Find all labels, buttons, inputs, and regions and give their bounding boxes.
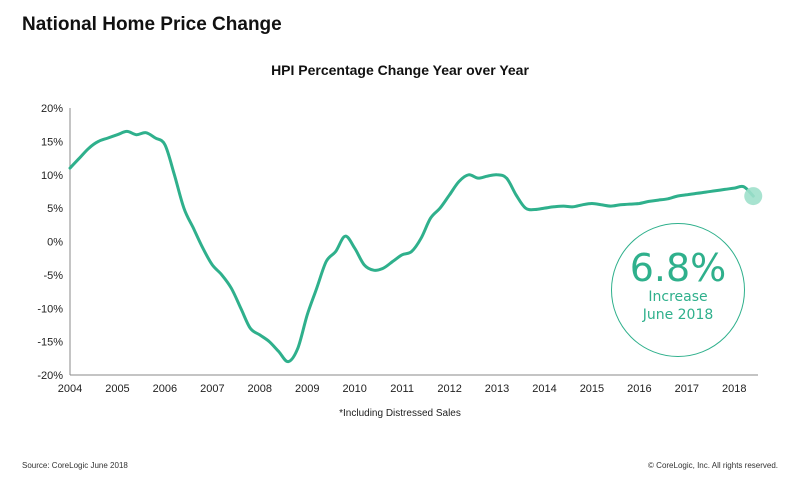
- y-tick-label: 15%: [41, 136, 63, 148]
- y-tick-label: -10%: [37, 303, 63, 315]
- callout-date: June 2018: [642, 307, 714, 323]
- x-tick-label: 2005: [105, 383, 129, 395]
- x-tick-label: 2009: [295, 383, 319, 395]
- x-tick-label: 2014: [532, 383, 556, 395]
- chart-title: HPI Percentage Change Year over Year: [271, 62, 529, 78]
- series-layer: [68, 129, 763, 364]
- y-tick-label: 0%: [47, 237, 63, 249]
- y-axis: 20% 15% 10% 5% 0% -5% -10% -15% -20%: [37, 103, 71, 382]
- x-tick-label: 2011: [390, 383, 414, 395]
- x-tick-label: 2015: [580, 383, 604, 395]
- y-tick-label: 5%: [47, 203, 63, 215]
- y-tick-label: 10%: [41, 170, 63, 182]
- x-tick-label: 2008: [248, 383, 272, 395]
- x-tick-label: 2013: [485, 383, 509, 395]
- chart-note: *Including Distressed Sales: [339, 408, 461, 419]
- x-tick-label: 2007: [200, 383, 224, 395]
- x-tick-label: 2012: [437, 383, 461, 395]
- y-tick-label: -20%: [37, 370, 63, 382]
- y-tick-label: 20%: [41, 103, 63, 115]
- source-credit: Source: CoreLogic June 2018: [22, 461, 128, 470]
- x-tick-label: 2016: [627, 383, 651, 395]
- copyright: © CoreLogic, Inc. All rights reserved.: [648, 461, 778, 470]
- x-tick-label: 2004: [58, 383, 82, 395]
- y-tick-label: -5%: [43, 270, 63, 282]
- y-tick-label: -15%: [37, 337, 63, 349]
- hpi-series-line: [68, 129, 755, 364]
- latest-change-callout: 6.8% Increase June 2018: [611, 223, 745, 357]
- x-tick-label: 2006: [153, 383, 177, 395]
- callout-value: 6.8%: [629, 246, 727, 290]
- latest-point-marker: [744, 187, 763, 206]
- x-tick-label: 2010: [342, 383, 366, 395]
- page-title: National Home Price Change: [22, 14, 282, 35]
- x-axis: 2004 2005 2006 2007 2008 2009 2010 2011 2012 2013…: [58, 374, 758, 395]
- x-tick-label: 2017: [675, 383, 699, 395]
- x-tick-label: 2018: [722, 383, 746, 395]
- callout-label: Increase: [648, 289, 708, 305]
